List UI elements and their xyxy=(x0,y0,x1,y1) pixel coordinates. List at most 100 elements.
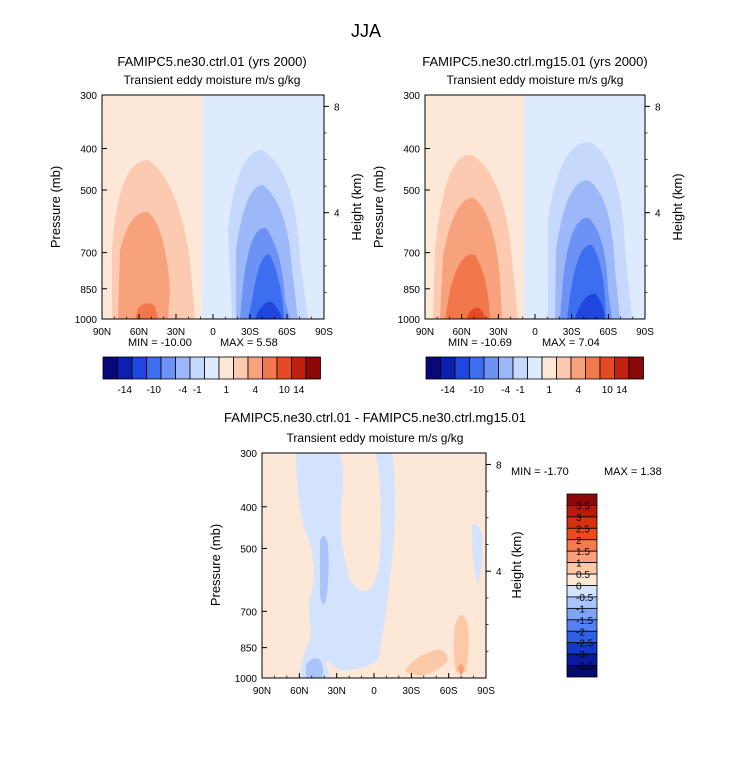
p2-y-tick-label: 850 xyxy=(403,285,420,296)
p1-y-tick-label: 500 xyxy=(80,186,97,197)
p2-x-tick-label: 90S xyxy=(636,327,654,338)
p3-y-tick-label: 300 xyxy=(240,449,257,460)
p3-x-tick-label: 30S xyxy=(402,686,420,697)
p3-y-tick-label: 400 xyxy=(240,503,257,514)
p2-y-tick-label: 400 xyxy=(403,145,420,156)
p3-colorbar-label: 3.5 xyxy=(576,501,590,512)
p2-colorbar-box xyxy=(425,356,441,380)
p1-colorbar-box xyxy=(131,356,147,380)
panel-1-contours xyxy=(102,95,324,319)
p2-colorbar-box xyxy=(556,356,572,380)
p2-colorbar-label: -14 xyxy=(441,385,456,396)
panel-3: FAMIPC5.ne30.ctrl.01 - FAMIPC5.ne30.ctrl… xyxy=(208,410,662,679)
p2-colorbar-box xyxy=(527,356,543,380)
p2-height-tick-label: 8 xyxy=(655,102,661,113)
p1-colorbar-box xyxy=(247,356,263,380)
p1-x-tick-label: 60S xyxy=(278,327,296,338)
p2-colorbar-box xyxy=(512,356,528,380)
p2-colorbar-box xyxy=(483,356,499,380)
contour-pos-05 xyxy=(453,615,469,672)
p2-colorbar-box xyxy=(628,356,644,380)
p1-colorbar-label: -4 xyxy=(178,385,187,396)
p1-colorbar-label: 4 xyxy=(252,385,258,396)
p1-colorbar-box xyxy=(175,356,191,380)
contour-neg-05b xyxy=(306,658,324,678)
p1-colorbar-box xyxy=(204,356,220,380)
contour-neg-0 xyxy=(296,453,395,671)
p3-colorbar-label: -3 xyxy=(576,650,585,661)
p2-y-tick-label: 500 xyxy=(403,186,420,197)
p2-x-tick-label: 60N xyxy=(452,327,470,338)
p3-colorbar-label: -1 xyxy=(576,604,585,615)
p2-colorbar-label: 14 xyxy=(616,385,628,396)
p3-x-tick-label: 60N xyxy=(290,686,308,697)
p3-colorbar-label: -0.5 xyxy=(576,593,594,604)
p3-x-tick-label: 30N xyxy=(327,686,345,697)
p1-colorbar-box xyxy=(189,356,205,380)
p3-height-tick-label: 8 xyxy=(496,460,502,471)
p2-colorbar-box xyxy=(599,356,615,380)
panel-2-contours xyxy=(425,95,645,319)
contour-neg-18 xyxy=(575,293,605,319)
p2-x-tick-label: 60S xyxy=(599,327,617,338)
p1-height-tick-label: 4 xyxy=(334,209,340,220)
p2-colorbar-box xyxy=(498,356,514,380)
contour-neg-0b xyxy=(300,453,330,678)
panel-3-contours xyxy=(262,453,486,678)
p1-colorbar-box xyxy=(117,356,133,380)
p3-colorbar-label: -2 xyxy=(576,627,585,638)
p3-colorbar-label: -1.5 xyxy=(576,616,594,627)
p1-x-tick-label: 90S xyxy=(315,327,333,338)
p1-colorbar-label: 10 xyxy=(279,385,291,396)
p2-colorbar-label: 10 xyxy=(602,385,614,396)
p1-x-tick-label: 60N xyxy=(130,327,148,338)
panel-2-title: FAMIPC5.ne30.ctrl.mg15.01 (yrs 2000) xyxy=(422,54,647,69)
panel-2-min: MIN = -10.69 xyxy=(448,337,512,349)
p2-colorbar-label: -1 xyxy=(516,385,525,396)
p3-y-tick-label: 1000 xyxy=(235,674,258,685)
p3-colorbar-label: 0 xyxy=(576,582,582,593)
p1-colorbar-box xyxy=(160,356,176,380)
p3-colorbar-label: -3.5 xyxy=(576,662,594,673)
p2-colorbar-box xyxy=(454,356,470,380)
p3-x-tick-label: 0 xyxy=(371,686,377,697)
contour-pos-10 xyxy=(445,254,490,319)
contour-pos-14 xyxy=(466,307,485,319)
p2-x-tick-label: 30S xyxy=(563,327,581,338)
p3-colorbar-box xyxy=(566,665,598,678)
p2-colorbar-label: 1 xyxy=(546,385,552,396)
p1-x-tick-label: 0 xyxy=(210,327,216,338)
p3-colorbar-label: 1.5 xyxy=(576,547,590,558)
panel-2-subtitle: Transient eddy moisture m/s g/kg xyxy=(447,73,624,87)
p1-x-tick-label: 90N xyxy=(93,327,111,338)
p1-y-tick-label: 700 xyxy=(80,249,97,260)
p3-x-tick-label: 90N xyxy=(253,686,271,697)
p3-height-tick-label: 4 xyxy=(496,567,502,578)
p2-height-tick-label: 4 xyxy=(655,209,661,220)
panel-2-ylabel-right: Height (km) xyxy=(670,173,685,240)
p1-x-tick-label: 30N xyxy=(167,327,185,338)
p2-x-tick-label: 0 xyxy=(532,327,538,338)
contour-pos-1 xyxy=(458,664,464,675)
p1-colorbar-label: -10 xyxy=(147,385,162,396)
p2-colorbar-box xyxy=(585,356,601,380)
panel-2: FAMIPC5.ne30.ctrl.mg15.01 (yrs 2000) Tra… xyxy=(371,54,685,349)
contour-pos-4 xyxy=(118,211,170,319)
contour-neg-0c xyxy=(472,523,483,585)
panel-2-max: MAX = 7.04 xyxy=(542,337,600,349)
p2-colorbar-box xyxy=(440,356,456,380)
panel-3-subtitle: Transient eddy moisture m/s g/kg xyxy=(287,431,464,445)
p3-colorbar-label: -2.5 xyxy=(576,639,594,650)
p2-colorbar-box xyxy=(570,356,586,380)
p2-colorbar-box xyxy=(469,356,485,380)
p1-colorbar-label: -14 xyxy=(118,385,133,396)
p3-colorbar-label: 1 xyxy=(576,559,582,570)
p2-colorbar-label: -4 xyxy=(501,385,510,396)
p1-colorbar-label: 1 xyxy=(223,385,229,396)
p2-y-tick-label: 1000 xyxy=(398,315,421,326)
contour-neg-14 xyxy=(248,254,284,319)
p3-x-tick-label: 60S xyxy=(440,686,458,697)
p1-colorbar-box xyxy=(276,356,292,380)
p1-y-tick-label: 400 xyxy=(80,145,97,156)
